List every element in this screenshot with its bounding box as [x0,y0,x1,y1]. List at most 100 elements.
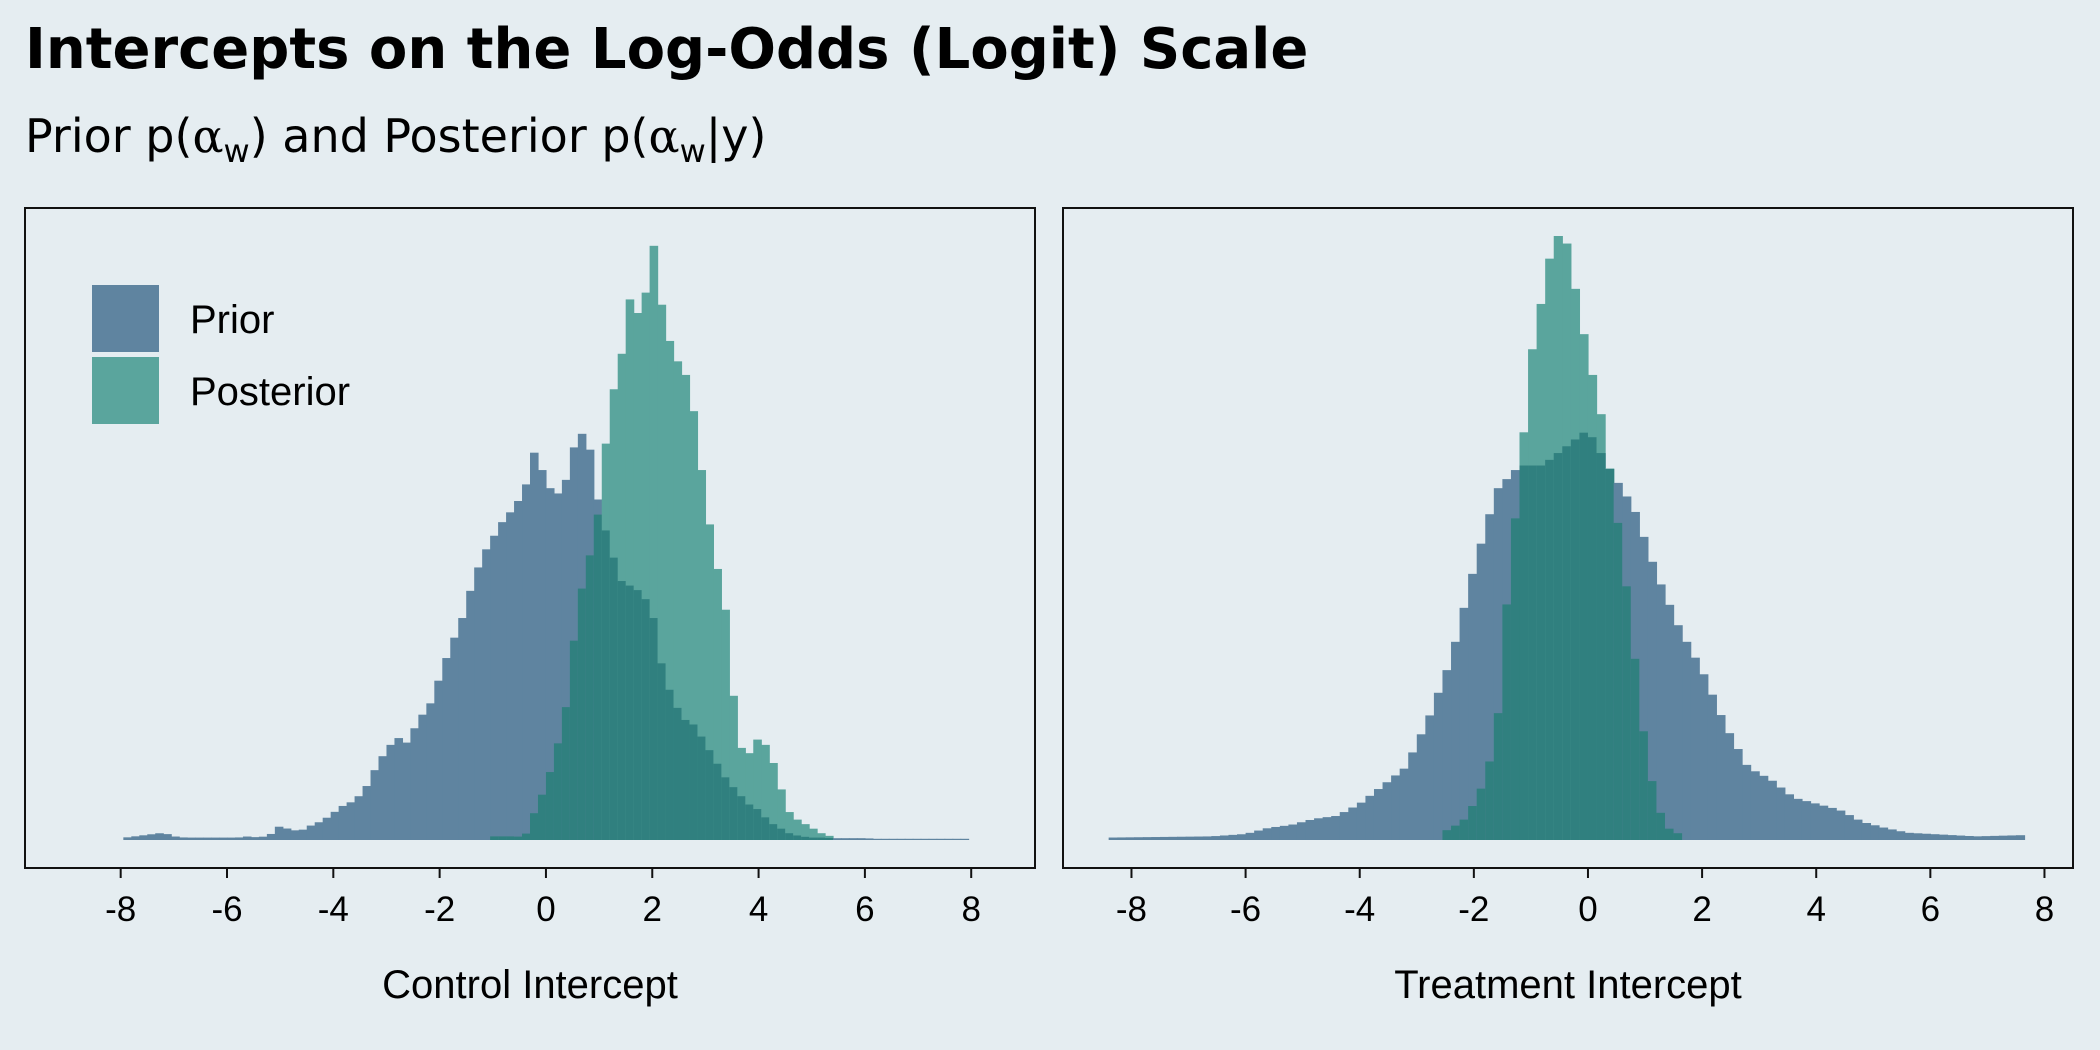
prior-bar [242,836,252,840]
prior-bar [1142,837,1153,840]
prior-bar [1956,835,1966,840]
posterior-bar [825,835,834,840]
x-tick-label: -2 [1458,890,1489,929]
x-tick-label: -4 [318,890,349,929]
prior-bar [179,837,188,840]
posterior-bar [769,762,778,840]
overlap-bar [1536,465,1546,840]
prior-bar [155,833,164,840]
x-axis-label: Control Intercept [382,963,678,1007]
x-tick-label: 8 [961,890,980,929]
prior-bar [1913,833,1923,840]
prior-bar [498,522,507,840]
prior-bar [1665,604,1675,840]
prior-bar [1356,802,1367,840]
prior-bar [386,744,396,840]
prior-bar [1425,715,1435,840]
overlap-bar [1639,731,1649,840]
prior-bar [1947,835,1957,840]
prior-bar [338,805,348,840]
prior-bar [561,479,571,840]
prior-bar [1151,837,1161,840]
prior-bar [1348,807,1358,840]
overlap-bar [641,599,651,840]
overlap-bar [537,794,547,840]
overlap-bar [625,585,635,840]
prior-bar [1981,836,1991,840]
prior-bar [1305,819,1315,840]
x-tick-label: 2 [1692,890,1711,929]
overlap-bar [1442,830,1452,840]
prior-bar [506,512,515,840]
prior-bar [1185,836,1195,840]
prior-bar [123,837,132,840]
overlap-bar [721,777,730,840]
prior-bar [1699,674,1709,840]
overlap-bar [1562,446,1572,840]
posterior-bar [705,524,714,840]
prior-bar [290,830,300,840]
x-tick-label: 6 [855,890,874,929]
x-axis-label: Treatment Intercept [1394,963,1742,1007]
prior-bar [1896,831,1906,840]
prior-bar [274,826,284,840]
prior-bar [1117,837,1127,840]
overlap-bar [1596,453,1606,840]
legend-label-posterior: Posterior [190,370,350,414]
prior-bar [314,822,324,840]
overlap-bar [633,590,643,840]
prior-bar [418,714,427,840]
prior-bar [139,835,148,840]
prior-bar [936,838,946,840]
histogram-bars [1108,236,2026,841]
prior-bar [1134,837,1144,840]
prior-bar [203,837,212,840]
overlap-bar [681,719,691,840]
prior-bar [1844,815,1854,840]
overlap-bar [769,824,778,840]
prior-bar [1682,641,1692,840]
prior-bar [1262,828,1272,840]
overlap-bar [657,663,667,840]
prior-bar [1767,780,1777,840]
prior-bar [1810,803,1820,840]
prior-bar [1168,836,1178,840]
prior-bar [434,680,443,840]
prior-bar [1433,692,1444,840]
x-tick-label: 0 [536,890,555,929]
overlap-bar [689,724,699,840]
prior-bar [1314,818,1324,840]
x-tick-label: 8 [2035,890,2054,929]
prior-bar [530,452,539,840]
prior-bar [1878,827,1889,840]
prior-bar [1202,836,1212,840]
prior-bar [1296,822,1307,840]
posterior-bar [793,819,802,840]
prior-bar [1750,771,1760,840]
prior-bar [1160,836,1170,840]
prior-bar [147,834,156,840]
overlap-bar [1519,465,1529,840]
posterior-bar [625,299,635,840]
prior-bar [330,811,340,840]
overlap-bar [1570,439,1581,840]
overlap-bar [1493,713,1503,840]
overlap-bar [737,796,746,840]
prior-bar [1904,832,1914,840]
treatment-panel: -8 -6 -4 -2 0 2 4 6 8 Treatment Intercept [1062,207,2074,1007]
prior-bar [1870,825,1880,840]
prior-bar [490,535,499,840]
posterior-bar [809,828,818,840]
overlap-bar [665,689,675,840]
overlap-bar [825,837,834,840]
prior-bar [888,838,898,840]
prior-bar [1819,805,1829,840]
prior-bar [896,838,906,840]
prior-bar [370,770,380,840]
prior-bar [282,828,292,840]
overlap-bar [1622,586,1632,840]
prior-bar [1973,836,1983,840]
prior-bar [1716,715,1726,840]
panel-frame [1062,207,2074,869]
prior-bar [880,838,890,840]
